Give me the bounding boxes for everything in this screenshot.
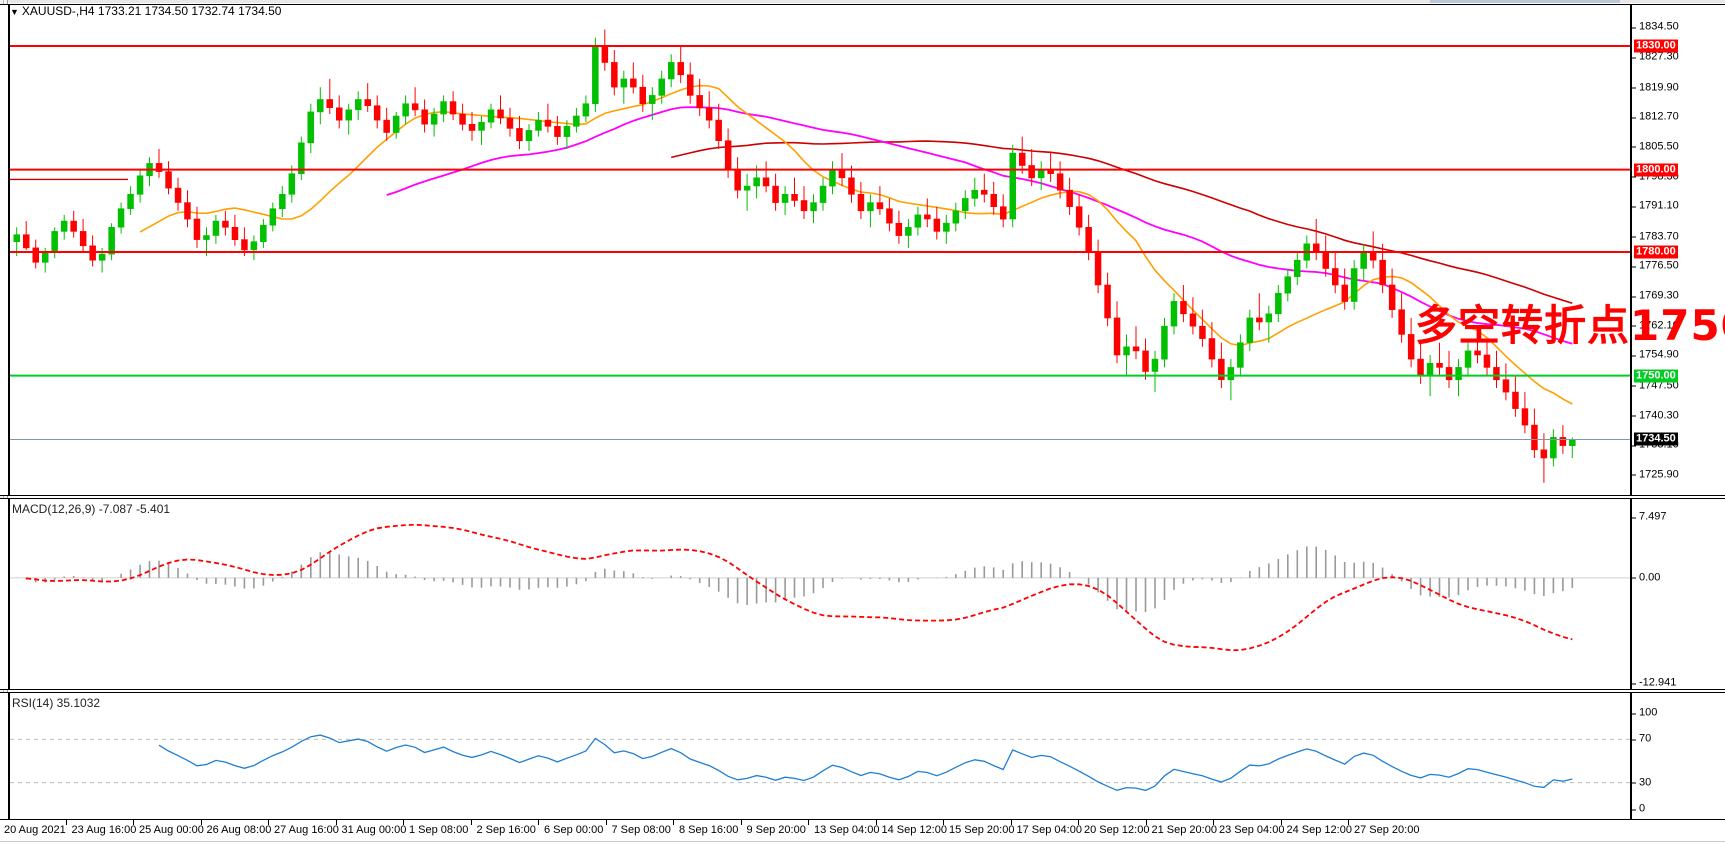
rsi-panel: RSI(14) 35.1032 100 70 30 0 <box>0 692 1725 820</box>
time-axis-tickmark <box>1348 820 1349 825</box>
macd-title: MACD(12,26,9) -7.087 -5.401 <box>12 502 171 516</box>
price-level-badge-1750.00: 1750.00 <box>1634 369 1678 383</box>
time-axis-tickmark <box>403 820 404 825</box>
time-axis-label: 21 Sep 20:00 <box>1151 824 1217 836</box>
ma-short-line <box>139 84 1573 405</box>
price-axis-tick: 1725.90 <box>1632 469 1679 480</box>
time-axis-label: 8 Sep 16:00 <box>679 824 739 836</box>
time-axis-label: 23 Aug 16:00 <box>71 824 137 836</box>
time-axis-tickmark <box>268 820 269 825</box>
macd-axis-tick: 7.497 <box>1632 511 1667 523</box>
price-axis: 1834.50 1827.30 1819.90 1812.70 1805.50 1798.… <box>1630 5 1725 495</box>
time-axis-label: 9 Sep 20:00 <box>746 824 806 836</box>
chart-canvas <box>10 734 1630 792</box>
price-axis-tick: 1754.90 <box>1632 349 1679 361</box>
time-axis-tickmark <box>470 820 472 825</box>
price-axis-tick: 1798.30 <box>1632 171 1679 182</box>
time-axis-tickmark <box>943 820 944 825</box>
time-axis-label: 20 Sep 12:00 <box>1084 824 1150 836</box>
price-axis-tick: 1827.30 <box>1632 51 1679 63</box>
time-axis-tickmark <box>740 820 742 825</box>
rsi-axis-tick: 100 <box>1632 707 1657 719</box>
time-axis-label: 14 Sep 12:00 <box>881 824 947 836</box>
macd-panel: MACD(12,26,9) -7.087 -5.401 7.497 0.00 -12… <box>0 498 1725 690</box>
price-axis-tick: 1762.10 <box>1632 320 1679 331</box>
time-axis-tickmark <box>605 820 607 825</box>
macd-axis: 7.497 0.00 -12.941 <box>1630 499 1725 689</box>
time-axis-tickmark <box>65 820 67 825</box>
symbol-header: ▼ XAUUSD-,H4 1733.21 1734.50 1732.74 1734… <box>10 4 281 18</box>
rsi-axis-tick: 30 <box>1632 777 1651 788</box>
time-axis-label: 6 Sep 00:00 <box>544 824 604 836</box>
rsi-line <box>158 734 1573 792</box>
time-axis-tickmark <box>875 820 877 825</box>
time-axis-tickmark <box>200 820 202 825</box>
collapse-caret-icon[interactable]: ▼ <box>10 7 19 17</box>
ma-mid-line <box>386 106 1573 345</box>
price-panel: 1834.50 1827.30 1819.90 1812.70 1805.50 1798.… <box>0 4 1725 496</box>
chart-canvas <box>10 29 1630 483</box>
price-axis-tick: 1740.30 <box>1632 410 1679 421</box>
rsi-title: RSI(14) 35.1032 <box>12 696 101 710</box>
time-axis-tickmark <box>1280 820 1282 825</box>
time-axis-tickmark <box>673 820 674 825</box>
rsi-axis-tick: 0 <box>1632 803 1645 815</box>
price-axis-tick: 1769.30 <box>1632 290 1679 302</box>
chart-canvas <box>10 523 1630 652</box>
symbol-header-text: XAUUSD-,H4 1733.21 1734.50 1732.74 1734.… <box>21 4 282 18</box>
time-axis-label: 13 Sep 04:00 <box>814 824 880 836</box>
time-axis-label: 24 Sep 12:00 <box>1286 824 1352 836</box>
time-axis-tickmark <box>1145 820 1147 825</box>
rsi-axis-tick: 70 <box>1632 733 1651 745</box>
price-axis-tick: 1812.70 <box>1632 111 1679 123</box>
time-axis-tickmark <box>538 820 539 825</box>
time-axis-label: 27 Aug 16:00 <box>274 824 339 836</box>
price-axis-tick: 1747.50 <box>1632 380 1679 391</box>
price-axis-tick: 1776.50 <box>1632 260 1679 272</box>
time-axis-label: 7 Sep 08:00 <box>611 824 671 836</box>
price-level-badge-1800.00: 1800.00 <box>1634 163 1678 177</box>
macd-histogram <box>25 546 1574 612</box>
time-axis-tickmark <box>1010 820 1012 825</box>
time-axis-label: 26 Aug 08:00 <box>206 824 272 836</box>
price-axis-tick: 1805.50 <box>1632 141 1679 152</box>
time-axis-label: 20 Aug 2021 <box>4 824 66 836</box>
scrollbar-thumb[interactable] <box>1430 0 1620 3</box>
macd-plot-area[interactable] <box>8 499 1630 689</box>
price-level-badge-1780.00: 1780.00 <box>1634 245 1678 259</box>
price-axis-tick: 1834.50 <box>1632 21 1679 33</box>
macd-axis-tick: 0.00 <box>1632 572 1660 583</box>
price-level-badge-1830.00: 1830.00 <box>1634 39 1678 53</box>
time-axis-tickmark <box>1213 820 1214 825</box>
time-axis-tickmark <box>335 820 337 825</box>
candle-series <box>13 29 1576 483</box>
time-axis-label: 2 Sep 16:00 <box>476 824 536 836</box>
time-axis-label: 17 Sep 04:00 <box>1016 824 1082 836</box>
time-axis-label: 15 Sep 20:00 <box>949 824 1015 836</box>
time-axis-label: 25 Aug 00:00 <box>139 824 204 836</box>
rsi-plot-area[interactable] <box>8 693 1630 819</box>
chart-annotation: 多空转折点1750 <box>1415 301 1725 350</box>
macd-signal-line <box>26 523 1573 652</box>
time-axis-label: 23 Sep 04:00 <box>1219 824 1285 836</box>
ma-long-line <box>671 140 1573 305</box>
time-axis: 20 Aug 2021 23 Aug 16:00 25 Aug 00:00 26 Au… <box>0 820 1725 842</box>
price-plot-area[interactable] <box>8 5 1630 495</box>
time-axis-label: 1 Sep 08:00 <box>409 824 469 836</box>
time-axis-tickmark <box>808 820 809 825</box>
horizontal-scrollbar[interactable] <box>0 0 1725 3</box>
time-axis-label: 31 Aug 00:00 <box>341 824 407 836</box>
price-axis-tick: 1819.90 <box>1632 82 1679 93</box>
time-axis-tickmark <box>133 820 134 825</box>
time-axis-tickmark <box>1078 820 1079 825</box>
macd-axis-tick: -12.941 <box>1632 677 1676 689</box>
rsi-axis: 100 70 30 0 <box>1630 693 1725 819</box>
price-axis-tick: 1783.70 <box>1632 231 1679 242</box>
time-axis-label: 27 Sep 20:00 <box>1354 824 1420 836</box>
price-axis-tick: 1791.10 <box>1632 200 1679 212</box>
price-level-badge-1734.50: 1734.50 <box>1634 432 1678 446</box>
